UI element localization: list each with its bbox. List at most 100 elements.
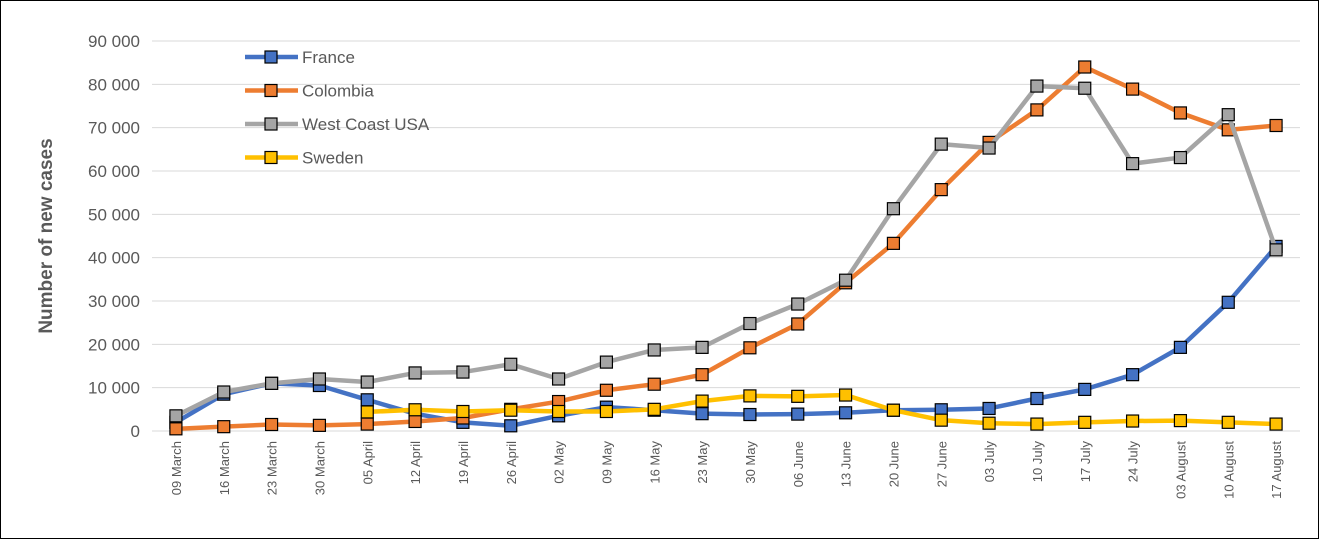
data-point: [599, 404, 614, 419]
data-point: [551, 404, 566, 419]
data-point: [1125, 157, 1140, 171]
data-point: [743, 407, 757, 422]
data-point: [886, 236, 901, 250]
data-point: [1125, 414, 1140, 428]
legend-marker: [264, 50, 278, 64]
data-point: [1125, 368, 1140, 382]
x-tick-label: 10 August: [1221, 441, 1236, 499]
data-point: [360, 375, 374, 389]
data-point: [934, 137, 948, 151]
data-point: [504, 403, 518, 417]
data-point: [695, 368, 709, 382]
y-tick-label: 70 000: [88, 119, 140, 138]
data-point: [312, 418, 327, 432]
x-tick-label: 05 April: [360, 441, 375, 484]
x-tick-label: 17 July: [1078, 441, 1093, 483]
data-point: [791, 317, 805, 331]
data-point: [982, 416, 996, 430]
y-tick-label: 20 000: [88, 335, 140, 354]
data-point: [456, 365, 470, 379]
x-tick-label: 30 May: [743, 441, 758, 484]
legend-label: Colombia: [302, 82, 374, 101]
x-tick-label: 03 August: [1173, 441, 1188, 499]
data-point: [217, 420, 231, 434]
data-point: [1221, 108, 1235, 122]
x-tick-label: 20 June: [886, 441, 901, 487]
x-tick-label: 24 July: [1126, 441, 1141, 483]
x-tick-label: 23 March: [265, 441, 280, 495]
data-point: [743, 341, 757, 355]
series-line: [173, 244, 1279, 429]
x-tick-label: 30 March: [312, 441, 327, 495]
data-point: [791, 297, 805, 311]
legend-marker: [264, 83, 278, 98]
x-tick-label: 02 May: [552, 441, 567, 484]
series-line: [173, 64, 1279, 432]
x-tick-label: 03 July: [982, 441, 997, 483]
legend-marker: [264, 117, 278, 131]
y-axis-title: Number of new cases: [36, 138, 57, 333]
data-point: [360, 405, 374, 419]
legend-label: Sweden: [302, 149, 363, 168]
data-point: [1269, 118, 1283, 133]
data-point: [1221, 415, 1235, 429]
data-point: [504, 419, 518, 433]
data-point: [1030, 391, 1044, 406]
data-point: [169, 422, 183, 436]
data-point: [1030, 103, 1044, 117]
series-west-coast-usa: [169, 79, 1283, 423]
data-point: [408, 403, 422, 417]
data-point: [934, 183, 948, 197]
data-point: [982, 401, 996, 416]
x-tick-label: 12 April: [408, 441, 423, 484]
x-tick-label: 19 April: [456, 441, 471, 484]
data-point: [599, 383, 614, 397]
x-tick-label: 09 May: [599, 441, 614, 484]
y-tick-label: 0: [131, 422, 140, 441]
data-point: [1173, 150, 1188, 165]
y-tick-label: 50 000: [88, 205, 140, 224]
data-point: [1030, 417, 1044, 431]
data-point: [743, 389, 757, 403]
y-tick-label: 80 000: [88, 75, 140, 94]
data-point: [982, 141, 996, 155]
series-line: [365, 392, 1279, 427]
data-point: [791, 407, 805, 421]
data-point: [886, 403, 901, 417]
data-point: [647, 402, 661, 416]
series-sweden: [360, 388, 1283, 431]
legend: France Colombia West Coast USA Sweden: [245, 48, 430, 168]
data-point: [1269, 243, 1283, 257]
data-point: [1078, 382, 1092, 396]
y-tick-label: 30 000: [88, 292, 140, 311]
data-point: [1125, 82, 1140, 96]
x-tick-label: 16 May: [647, 441, 662, 484]
data-point: [791, 389, 805, 403]
data-point: [360, 393, 374, 407]
x-tick-label: 06 June: [791, 441, 806, 487]
data-point: [264, 417, 279, 432]
data-point: [886, 202, 901, 216]
series-line: [173, 83, 1279, 419]
data-point: [1030, 79, 1044, 93]
data-point: [695, 394, 709, 408]
x-tick-label: 27 June: [934, 441, 949, 487]
x-tick-label: 16 March: [217, 441, 232, 495]
data-point: [456, 404, 470, 419]
data-point: [408, 366, 422, 380]
data-point: [360, 417, 374, 431]
data-point: [169, 409, 183, 423]
y-tick-label: 10 000: [88, 379, 140, 398]
legend-label: West Coast USA: [302, 115, 430, 134]
data-point: [1078, 415, 1092, 429]
data-point: [838, 406, 853, 420]
data-point: [312, 372, 327, 386]
x-tick-label: 10 July: [1030, 441, 1045, 483]
data-point: [408, 414, 422, 429]
data-point: [743, 316, 757, 331]
data-point: [838, 273, 853, 287]
data-point: [647, 377, 661, 391]
data-point: [695, 407, 709, 421]
